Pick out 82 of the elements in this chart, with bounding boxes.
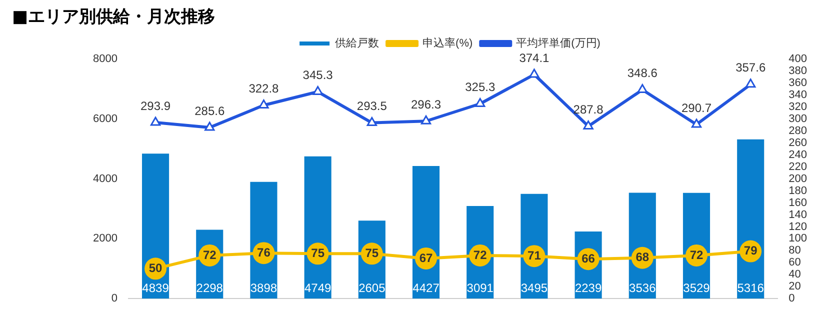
y2-tick-label: 280 [788,124,808,137]
data-label: 72 [473,248,488,262]
y-tick-label: 6000 [92,112,118,125]
y2-tick-label: 200 [788,172,808,185]
data-label: 290.7 [681,100,712,115]
y2-tick-label: 320 [788,100,808,113]
data-label: 71 [528,248,542,262]
y2-tick-label: 100 [788,232,808,245]
data-label: 322.8 [248,82,280,96]
chart-title: ■エリア別供給・月次推移 [11,6,216,29]
data-label: 3536 [629,280,656,295]
data-label: 67 [419,250,434,265]
data-label: 296.3 [410,97,442,112]
y2-tick-label: 260 [788,136,808,149]
y2-tick-label: 240 [788,148,808,161]
y2-tick-label: 360 [788,76,808,89]
data-label: 4427 [412,280,440,295]
point [746,78,756,88]
y2-tick-label: 220 [788,160,808,173]
point [366,117,377,126]
y2-tick-label: 340 [788,88,808,101]
data-label: 285.6 [194,104,225,118]
y2-tick-label: 20 [788,280,801,293]
data-label: 75 [311,246,325,260]
point [529,68,540,78]
data-label: 293.9 [140,98,171,113]
data-label: 348.6 [627,66,658,80]
data-label: 325.3 [465,80,496,94]
data-label: 374.1 [519,50,550,65]
legend-label: 平均坪単価(万円) [516,38,600,50]
data-label: 5316 [737,280,764,295]
data-label: 68 [636,250,650,264]
bar [142,154,170,299]
y2-tick-label: 160 [788,196,808,209]
data-label: 3898 [250,280,278,295]
data-label: 72 [690,248,704,262]
data-label: 75 [365,246,379,260]
point [691,118,702,128]
y2-tick-label: 180 [788,184,808,197]
point [312,86,323,96]
point [258,99,269,108]
y2-tick-label: 300 [788,112,808,125]
point [420,115,432,124]
data-label: 2298 [196,280,224,295]
point [150,116,161,126]
legend-label: 申込率(%) [422,36,473,50]
y2-tick-label: 60 [788,256,801,269]
y-tick-label: 4000 [92,172,118,185]
data-label: 3091 [466,280,494,295]
point [583,120,594,130]
data-label: 293.5 [356,99,388,114]
point [204,122,215,131]
data-label: 4749 [304,280,332,295]
data-label: 66 [582,251,596,266]
data-label: 79 [744,244,758,258]
data-label: 50 [148,260,163,275]
bar [412,166,440,299]
y2-tick-label: 120 [788,220,808,233]
data-label: 357.6 [736,60,766,75]
y-tick-label: 0 [111,292,118,305]
data-label: 3495 [520,280,548,295]
data-label: 72 [202,248,217,262]
point [637,84,648,94]
data-label: 3529 [683,280,710,295]
y2-tick-label: 140 [788,208,808,221]
point [475,98,486,107]
y2-tick-label: 80 [788,244,801,257]
data-label: 287.8 [573,102,604,117]
data-label: 2605 [358,280,386,295]
bar [304,156,332,299]
legend-label: 供給戸数 [335,38,380,50]
bar [737,139,764,299]
data-label: 76 [257,245,271,260]
y2-tick-label: 380 [788,65,808,78]
y-tick-label: 2000 [92,232,118,245]
y2-tick-label: 400 [788,53,808,66]
data-label: 345.3 [302,68,334,82]
y-tick-label: 8000 [92,53,118,66]
data-label: 4839 [142,280,170,295]
data-label: 2239 [574,280,602,295]
y2-tick-label: 0 [788,292,795,305]
y2-tick-label: 40 [788,268,801,281]
